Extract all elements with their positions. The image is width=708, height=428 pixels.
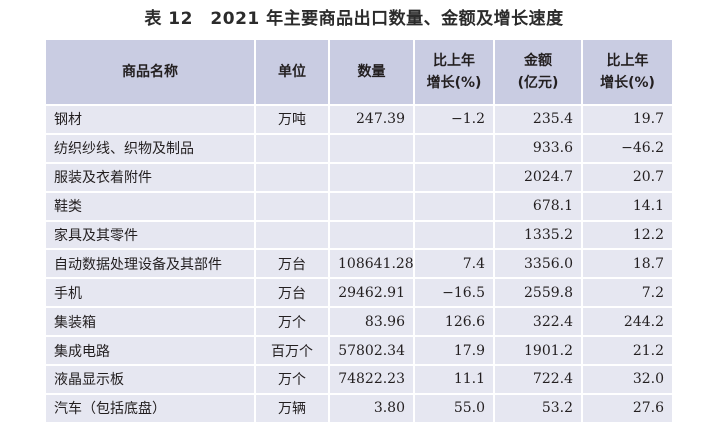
- cell-amt-growth: 18.7: [582, 248, 672, 279]
- cell-name: 集装箱: [46, 306, 256, 337]
- cell-quantity: [329, 161, 415, 192]
- cell-name: 汽车（包括底盘）: [46, 392, 256, 422]
- header-amount-line2: (亿元): [517, 75, 559, 91]
- table-title: 表 12 2021 年主要商品出口数量、金额及增长速度: [144, 9, 564, 29]
- cell-unit: [255, 161, 330, 192]
- export-table: 商品名称 单位 数量 比上年 增长(%) 金额 (亿元) 比上年 增长(%) 钢…: [46, 40, 672, 422]
- cell-qty-growth: −1.2: [414, 104, 495, 134]
- cell-amt-growth: 19.7: [582, 104, 672, 134]
- cell-unit: 万个: [255, 364, 330, 394]
- cell-amt-growth: 27.6: [582, 392, 672, 422]
- table-row: 自动数据处理设备及其部件 万台 108641.28 7.4 3356.0 18.7: [46, 248, 672, 279]
- cell-qty-growth: 7.4: [414, 248, 495, 279]
- cell-qty-growth: 11.1: [414, 364, 495, 394]
- cell-amount: 678.1: [494, 190, 583, 221]
- header-quantity: 数量: [329, 40, 415, 105]
- cell-name: 自动数据处理设备及其部件: [46, 248, 256, 279]
- cell-name: 服装及衣着附件: [46, 161, 256, 192]
- cell-amount: 2024.7: [494, 161, 583, 192]
- cell-qty-growth: [414, 161, 495, 192]
- cell-amount: 235.4: [494, 104, 583, 134]
- cell-quantity: 247.39: [329, 104, 415, 134]
- cell-quantity: 74822.23: [329, 364, 415, 394]
- cell-name: 手机: [46, 277, 256, 308]
- header-unit: 单位: [255, 40, 330, 105]
- cell-amount: 322.4: [494, 306, 583, 337]
- cell-amt-growth: 14.1: [582, 190, 672, 221]
- header-name: 商品名称: [46, 40, 256, 105]
- cell-qty-growth: −16.5: [414, 277, 495, 308]
- cell-quantity: [329, 190, 415, 221]
- table-row: 液晶显示板 万个 74822.23 11.1 722.4 32.0: [46, 364, 672, 394]
- cell-name: 纺织纱线、织物及制品: [46, 132, 256, 163]
- cell-name: 家具及其零件: [46, 219, 256, 250]
- table-row: 鞋类 678.1 14.1: [46, 190, 672, 221]
- cell-amount: 3356.0: [494, 248, 583, 279]
- cell-quantity: 57802.34: [329, 335, 415, 366]
- cell-qty-growth: 55.0: [414, 392, 495, 422]
- cell-unit: [255, 219, 330, 250]
- cell-name: 集成电路: [46, 335, 256, 366]
- cell-amount: 1335.2: [494, 219, 583, 250]
- table-row: 纺织纱线、织物及制品 933.6 −46.2: [46, 132, 672, 163]
- cell-amt-growth: 20.7: [582, 161, 672, 192]
- header-amt-growth-line1: 比上年: [606, 53, 649, 69]
- cell-quantity: 3.80: [329, 392, 415, 422]
- cell-quantity: 29462.91: [329, 277, 415, 308]
- cell-unit: 万台: [255, 248, 330, 279]
- cell-name: 鞋类: [46, 190, 256, 221]
- cell-amt-growth: −46.2: [582, 132, 672, 163]
- cell-amt-growth: 12.2: [582, 219, 672, 250]
- table-row: 家具及其零件 1335.2 12.2: [46, 219, 672, 250]
- table-row: 集装箱 万个 83.96 126.6 322.4 244.2: [46, 306, 672, 337]
- cell-amt-growth: 32.0: [582, 364, 672, 394]
- cell-unit: [255, 190, 330, 221]
- cell-qty-growth: [414, 132, 495, 163]
- header-amount-line1: 金额: [524, 53, 552, 69]
- cell-quantity: [329, 219, 415, 250]
- cell-amt-growth: 7.2: [582, 277, 672, 308]
- cell-amount: 2559.8: [494, 277, 583, 308]
- table-body: 钢材 万吨 247.39 −1.2 235.4 19.7 纺织纱线、织物及制品 933.6 −4…: [46, 104, 672, 422]
- cell-unit: 万辆: [255, 392, 330, 422]
- cell-qty-growth: [414, 190, 495, 221]
- cell-name: 液晶显示板: [46, 364, 256, 394]
- header-qty-growth: 比上年 增长(%): [414, 40, 495, 105]
- cell-quantity: 83.96: [329, 306, 415, 337]
- table-row: 汽车（包括底盘） 万辆 3.80 55.0 53.2 27.6: [46, 392, 672, 422]
- header-qty-growth-line2: 增长(%): [426, 75, 482, 91]
- table-row: 集成电路 百万个 57802.34 17.9 1901.2 21.2: [46, 335, 672, 366]
- cell-qty-growth: 126.6: [414, 306, 495, 337]
- cell-amt-growth: 21.2: [582, 335, 672, 366]
- cell-amt-growth: 244.2: [582, 306, 672, 337]
- cell-unit: 万个: [255, 306, 330, 337]
- cell-qty-growth: 17.9: [414, 335, 495, 366]
- table-row: 手机 万台 29462.91 −16.5 2559.8 7.2: [46, 277, 672, 308]
- header-amount: 金额 (亿元): [494, 40, 583, 105]
- cell-amount: 1901.2: [494, 335, 583, 366]
- header-amt-growth-line2: 增长(%): [600, 75, 655, 91]
- header-amt-growth: 比上年 增长(%): [582, 40, 672, 105]
- cell-qty-growth: [414, 219, 495, 250]
- cell-quantity: [329, 132, 415, 163]
- cell-unit: 百万个: [255, 335, 330, 366]
- cell-unit: 万台: [255, 277, 330, 308]
- cell-amount: 722.4: [494, 364, 583, 394]
- cell-unit: 万吨: [255, 104, 330, 134]
- cell-amount: 933.6: [494, 132, 583, 163]
- cell-quantity: 108641.28: [329, 248, 415, 279]
- cell-unit: [255, 132, 330, 163]
- cell-amount: 53.2: [494, 392, 583, 422]
- header-qty-growth-line1: 比上年: [433, 53, 475, 69]
- cell-name: 钢材: [46, 104, 256, 134]
- table-header: 商品名称 单位 数量 比上年 增长(%) 金额 (亿元) 比上年 增长(%): [46, 40, 672, 105]
- table-row: 服装及衣着附件 2024.7 20.7: [46, 161, 672, 192]
- table-row: 钢材 万吨 247.39 −1.2 235.4 19.7: [46, 104, 672, 134]
